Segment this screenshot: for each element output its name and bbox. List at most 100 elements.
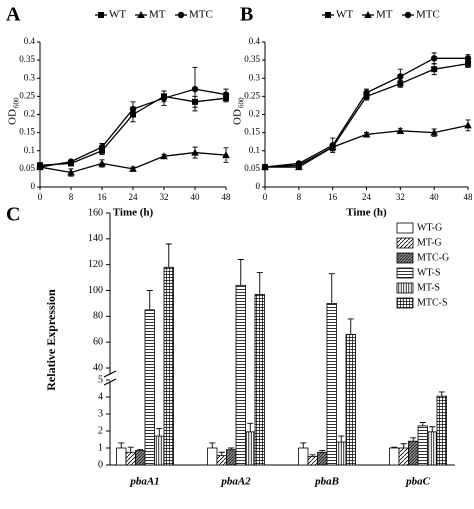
marker-circle <box>36 163 44 171</box>
y-tick-label: 0.1 <box>24 145 35 155</box>
y-tick-label: 0.05 <box>19 163 35 173</box>
axis-break <box>103 370 117 386</box>
marker-circle <box>177 11 185 19</box>
x-tick-label: 16 <box>98 192 108 202</box>
y-axis-label: OD <box>232 109 244 125</box>
bar <box>336 441 347 466</box>
bar <box>135 450 146 466</box>
x-tick-label: 8 <box>69 192 74 202</box>
bar <box>298 447 309 466</box>
legend-label: WT-S <box>417 267 441 278</box>
legend-label: WT-G <box>417 222 442 233</box>
x-tick-label: 32 <box>160 192 169 202</box>
marker-square <box>465 60 471 67</box>
y-tick-label: 0.15 <box>19 127 35 137</box>
error-bar <box>300 442 307 448</box>
y-tick-label: 0.4 <box>249 36 261 46</box>
bar <box>216 455 227 466</box>
bar <box>389 447 400 466</box>
x-tick-label: 40 <box>430 192 440 202</box>
y-tick-upper-label: 120 <box>88 259 103 270</box>
y-tick-upper-label: 160 <box>88 207 103 218</box>
legend-label: WT <box>336 9 353 21</box>
y-tick-label: 0 <box>98 459 103 470</box>
error-bar <box>319 450 326 453</box>
x-tick-label: pbaC <box>405 476 431 488</box>
legend-swatch <box>396 252 414 264</box>
marker-circle <box>329 142 336 149</box>
bar <box>427 431 438 466</box>
y-tick-label: 0.35 <box>19 54 35 64</box>
legend-label: MT <box>149 9 166 21</box>
bar <box>116 447 127 466</box>
y-tick-upper-label: 60 <box>93 336 103 347</box>
legend-swatch <box>396 237 414 249</box>
y-tick-label: 0.25 <box>19 90 35 100</box>
bar <box>226 449 237 466</box>
marker-square <box>431 66 438 73</box>
legend-label: MT-S <box>417 282 440 293</box>
x-tick-label: 8 <box>297 192 302 202</box>
marker-circle <box>261 163 269 171</box>
marker-triangle <box>137 11 145 18</box>
x-tick-label: pbaA1 <box>129 476 159 488</box>
marker-circle <box>129 105 137 113</box>
error-bar <box>347 318 354 335</box>
legend-swatch <box>396 267 414 279</box>
y-tick-label: 0.05 <box>244 163 260 173</box>
bar <box>398 447 409 466</box>
y-tick-label: 0 <box>31 181 36 191</box>
y-tick-label: 5 <box>98 374 103 385</box>
y-tick-label: 0 <box>256 181 261 191</box>
error-bar <box>438 391 445 397</box>
panel-label: B <box>240 4 253 26</box>
marker-circle <box>363 89 370 96</box>
legend-swatch <box>396 222 414 234</box>
bar <box>345 334 356 466</box>
marker-triangle <box>464 121 472 129</box>
bar <box>317 451 328 466</box>
marker-circle <box>67 158 75 165</box>
marker-circle <box>430 55 438 62</box>
marker-circle <box>98 143 106 151</box>
marker-triangle <box>364 11 372 18</box>
x-tick-label: 48 <box>464 192 474 202</box>
legend-label: MTC <box>416 9 440 21</box>
y-tick-label: 0.2 <box>249 109 260 119</box>
error-bar <box>127 446 134 453</box>
y-axis-label: OD <box>7 109 19 125</box>
marker-circle <box>222 91 230 98</box>
marker-triangle <box>160 152 168 160</box>
bar <box>417 425 428 466</box>
x-tick-label: 16 <box>328 192 338 202</box>
y-axis-label: Relative Expression <box>44 289 58 391</box>
error-bar <box>165 243 172 268</box>
bar <box>307 456 318 466</box>
y-tick-label: 0.1 <box>249 145 260 155</box>
bar <box>154 435 165 466</box>
marker-triangle <box>67 168 75 176</box>
bar <box>436 395 447 466</box>
x-axis-label: Time (h) <box>346 207 387 219</box>
y-axis-label-sub: 600 <box>13 97 21 108</box>
y-tick-upper-label: 140 <box>88 233 103 244</box>
marker-circle <box>404 11 412 19</box>
bar <box>245 431 256 466</box>
error-bar <box>328 273 335 304</box>
panel-label: A <box>6 4 21 26</box>
y-axis-label-sub: 600 <box>238 97 246 108</box>
y-tick-upper-label: 100 <box>88 285 103 296</box>
marker-triangle <box>396 126 405 134</box>
error-bar <box>256 271 263 295</box>
y-tick-label: 0.35 <box>244 54 260 64</box>
y-tick-label: 2 <box>98 425 103 436</box>
marker-triangle <box>129 164 137 172</box>
legend-label: MTC-S <box>417 297 448 308</box>
panel-label: C <box>6 204 20 226</box>
x-tick-label: 32 <box>396 192 405 202</box>
marker-circle <box>295 160 303 167</box>
bar <box>235 284 246 466</box>
x-tick-label: 24 <box>362 192 372 202</box>
marker-circle <box>464 55 472 62</box>
y-tick-label: 0.4 <box>24 36 36 46</box>
